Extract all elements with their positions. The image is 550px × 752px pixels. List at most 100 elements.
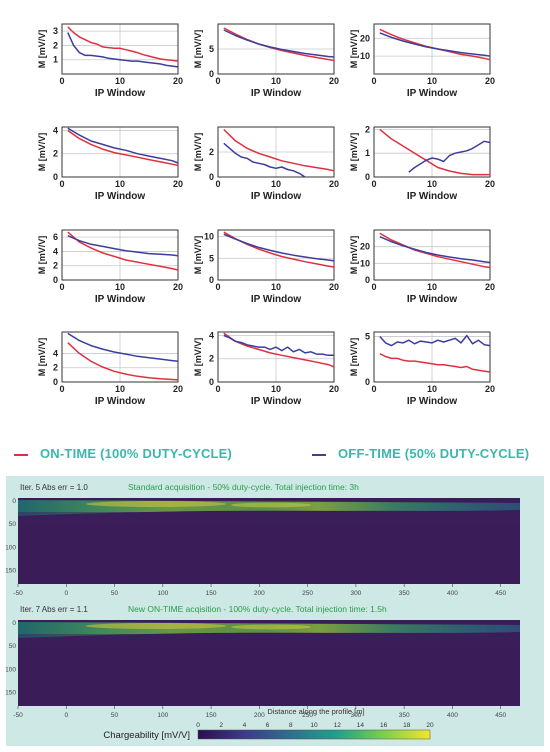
ip-chart-4: 0 10 20 0 2 4 IP Window M [mV/V] <box>37 125 183 202</box>
y-tick-label: 10 <box>360 258 370 268</box>
x-axis-label: IP Window <box>251 294 302 305</box>
y-tick-label: 5 <box>209 253 214 263</box>
section-y-tick: 0 <box>12 620 16 627</box>
legend-off-swatch <box>312 453 326 456</box>
colorbar-tick: 0 <box>196 722 200 729</box>
y-axis-label: M [mV/V] <box>349 133 359 172</box>
y-axis-label: M [mV/V] <box>37 133 47 172</box>
legend-on-label: ON-TIME (100% DUTY-CYCLE) <box>40 446 233 461</box>
x-axis-label: IP Window <box>251 396 302 407</box>
x-axis-label: IP Window <box>251 88 302 99</box>
series-off-time-line <box>379 236 491 264</box>
x-tick-label: 0 <box>215 282 220 292</box>
plot-frame <box>217 229 335 281</box>
ip-chart-2: 0 10 20 0 5 IP Window M [mV/V] <box>193 23 339 99</box>
x-tick-label: 20 <box>173 76 183 86</box>
x-tick-label: 10 <box>271 282 281 292</box>
x-tick-label: 20 <box>329 282 339 292</box>
series-off-time-line <box>379 334 491 347</box>
y-tick-label: 1 <box>53 55 58 65</box>
y-tick-label: 1 <box>365 148 370 158</box>
colorbar-tick: 8 <box>289 722 293 729</box>
x-tick-label: 0 <box>215 179 220 189</box>
ip-chart-1: 0 10 20 1 2 3 IP Window M [mV/V] <box>37 23 183 99</box>
section-x-tick: 0 <box>64 590 68 597</box>
series-on-time-line <box>223 128 335 172</box>
section-x-tick: 300 <box>350 712 361 719</box>
section-y-tick: 0 <box>12 498 16 505</box>
section-y-tick: 50 <box>9 643 17 650</box>
x-axis-label: IP Window <box>407 191 458 202</box>
series-off-time-line <box>67 235 179 257</box>
y-tick-label: 0 <box>53 172 58 182</box>
x-tick-label: 0 <box>371 76 376 86</box>
x-tick-label: 10 <box>115 179 125 189</box>
y-axis-label: M [mV/V] <box>193 236 203 275</box>
series-off-time-line <box>223 29 335 58</box>
colorbar-tick: 18 <box>403 722 411 729</box>
series-off-time-line <box>67 332 179 363</box>
y-axis-label: M [mV/V] <box>37 236 47 275</box>
section-x-tick: 100 <box>157 590 168 597</box>
section-x-tick: -50 <box>13 590 23 597</box>
x-axis-label: IP Window <box>407 294 458 305</box>
section-iter-label: Iter. 5 Abs err = 1.0 <box>20 483 88 492</box>
y-axis-label: M [mV/V] <box>193 338 203 377</box>
y-tick-label: 4 <box>53 246 58 256</box>
legend: ON-TIME (100% DUTY-CYCLE) OFF-TIME (50% … <box>0 440 550 466</box>
x-tick-label: 0 <box>59 282 64 292</box>
series-on-time-line <box>379 353 491 373</box>
x-tick-label: 10 <box>271 384 281 394</box>
section-x-tick: 400 <box>447 712 458 719</box>
y-tick-label: 0 <box>53 377 58 387</box>
y-tick-label: 0 <box>365 377 370 387</box>
x-axis-label: IP Window <box>251 191 302 202</box>
high-chargeability-zone <box>231 624 311 630</box>
colorbar-tick: 6 <box>266 722 270 729</box>
colorbar-tick: 12 <box>334 722 342 729</box>
legend-on-time: ON-TIME (100% DUTY-CYCLE) <box>14 446 232 461</box>
y-axis-label: M [mV/V] <box>349 30 359 69</box>
section-iter-label: Iter. 7 Abs err = 1.1 <box>20 605 88 614</box>
x-tick-label: 0 <box>59 179 64 189</box>
inversion-section-1: Iter. 5 Abs err = 1.0 Standard acquisitio… <box>6 482 520 597</box>
plot-frame <box>373 331 491 383</box>
colorbar-tick: 14 <box>357 722 365 729</box>
y-tick-label: 5 <box>209 44 214 54</box>
section-y-tick: 150 <box>6 690 16 697</box>
x-tick-label: 20 <box>485 384 495 394</box>
series-off-time-line <box>223 142 306 178</box>
series-on-time-line <box>379 28 491 61</box>
transition-zone <box>18 512 520 532</box>
colorbar-tick: 20 <box>426 722 434 729</box>
legend-off-label: OFF-TIME (50% DUTY-CYCLE) <box>338 446 530 461</box>
series-on-time-line <box>67 129 179 167</box>
section-x-tick: 150 <box>206 712 217 719</box>
series-off-time-line <box>379 32 491 57</box>
section-x-tick: 100 <box>157 712 168 719</box>
colorbar-tick: 4 <box>243 722 247 729</box>
y-tick-label: 2 <box>365 124 370 134</box>
x-tick-label: 0 <box>215 384 220 394</box>
series-on-time-line <box>67 342 179 381</box>
y-tick-label: 0 <box>53 275 58 285</box>
plot-frame <box>217 23 335 75</box>
high-chargeability-zone <box>86 501 226 507</box>
series-on-time-line <box>223 332 335 368</box>
x-tick-label: 10 <box>115 282 125 292</box>
plot-frame <box>373 23 491 75</box>
inversion-section-2: Iter. 7 Abs err = 1.1 New ON-TIME acqisit… <box>6 604 520 719</box>
series-off-time-line <box>67 32 179 68</box>
ip-chart-9: 0 10 20 0 10 20 IP Window M [mV/V] <box>349 229 495 305</box>
x-tick-label: 0 <box>371 384 376 394</box>
x-axis-label: IP Window <box>95 191 146 202</box>
x-tick-label: 10 <box>115 76 125 86</box>
inversion-sections-panel: Iter. 5 Abs err = 1.0 Standard acquisitio… <box>6 476 544 746</box>
y-tick-label: 2 <box>53 363 58 373</box>
x-tick-label: 20 <box>173 179 183 189</box>
plot-frame <box>373 126 491 178</box>
y-tick-label: 2 <box>209 354 214 364</box>
x-tick-label: 20 <box>485 76 495 86</box>
series-on-time-line <box>67 26 179 62</box>
y-tick-label: 0 <box>209 377 214 387</box>
